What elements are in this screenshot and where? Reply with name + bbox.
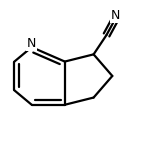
Text: N: N — [110, 9, 120, 22]
Text: N: N — [27, 37, 36, 50]
